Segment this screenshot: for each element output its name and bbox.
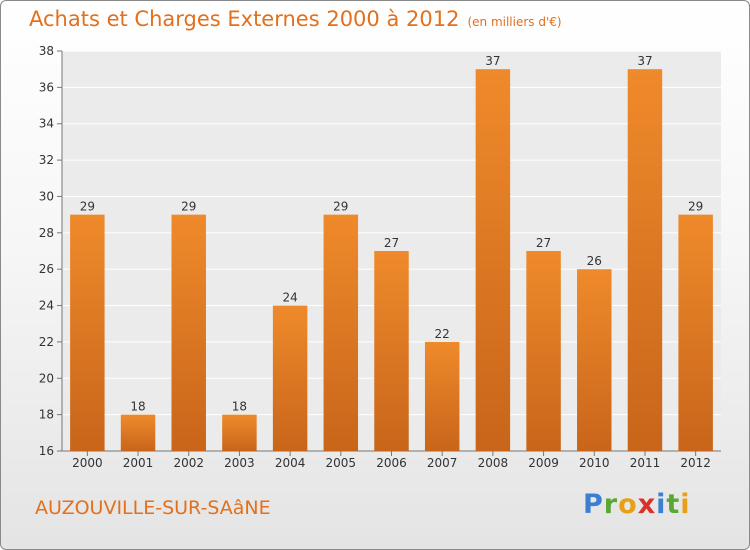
bar-value-label: 29 xyxy=(333,200,348,214)
logo-letter: i xyxy=(680,489,691,520)
x-tick-label: 2005 xyxy=(326,456,357,470)
y-tick-label: 24 xyxy=(39,299,54,313)
bar xyxy=(627,69,663,451)
y-tick-label: 34 xyxy=(39,117,54,131)
y-tick-label: 26 xyxy=(39,262,54,276)
bar-value-label: 29 xyxy=(181,200,196,214)
bar-value-label: 37 xyxy=(637,54,652,68)
chart-title-text: Achats et Charges Externes 2000 à 2012 xyxy=(29,7,460,31)
bar-value-label: 37 xyxy=(485,54,500,68)
x-tick-label: 2004 xyxy=(275,456,306,470)
bar xyxy=(70,214,105,451)
bar-value-label: 26 xyxy=(587,254,602,268)
y-tick-label: 30 xyxy=(39,189,54,203)
bar xyxy=(323,214,359,451)
chart-unit: (en milliers d'€) xyxy=(467,15,562,29)
bar-value-label: 29 xyxy=(80,200,95,214)
bar xyxy=(424,341,460,451)
x-tick-label: 2010 xyxy=(579,456,610,470)
commune-name: AUZOUVILLE-SUR-SAâNE xyxy=(35,497,271,519)
bar xyxy=(577,269,612,451)
bar-value-label: 29 xyxy=(688,200,703,214)
bar-value-label: 24 xyxy=(282,291,297,305)
bar xyxy=(272,305,308,451)
bar-value-label: 27 xyxy=(536,236,551,250)
x-tick-label: 2011 xyxy=(630,456,661,470)
logo-letter: x xyxy=(637,489,657,520)
x-tick-label: 2009 xyxy=(528,456,559,470)
bar-value-label: 27 xyxy=(384,236,399,250)
x-tick-label: 2000 xyxy=(72,456,103,470)
bar-value-label: 22 xyxy=(435,327,450,341)
chart-title: Achats et Charges Externes 2000 à 2012 (e… xyxy=(29,7,562,31)
x-tick-label: 2007 xyxy=(427,456,458,470)
bar xyxy=(374,251,409,451)
bar xyxy=(526,251,561,451)
x-tick-label: 2008 xyxy=(478,456,509,470)
logo-letter: r xyxy=(603,489,619,520)
bar xyxy=(222,414,257,451)
bar xyxy=(171,214,206,451)
x-tick-label: 2012 xyxy=(680,456,711,470)
y-tick-label: 28 xyxy=(39,226,54,240)
logo-letter: t xyxy=(666,489,681,520)
bar xyxy=(120,414,156,451)
logo-letter: P xyxy=(583,489,604,520)
x-tick-label: 2001 xyxy=(123,456,154,470)
proxiti-logo: Proxiti xyxy=(583,489,691,520)
y-tick-label: 36 xyxy=(39,80,54,94)
y-tick-label: 38 xyxy=(39,44,54,58)
x-tick-label: 2006 xyxy=(376,456,407,470)
logo-letter: i xyxy=(656,489,667,520)
bar-value-label: 18 xyxy=(232,400,247,414)
bar xyxy=(678,214,713,451)
bar-value-label: 18 xyxy=(130,400,145,414)
y-tick-label: 20 xyxy=(39,371,54,385)
y-tick-label: 22 xyxy=(39,335,54,349)
y-tick-label: 16 xyxy=(39,444,54,458)
y-tick-label: 32 xyxy=(39,153,54,167)
logo-letter: o xyxy=(618,489,638,520)
x-tick-label: 2003 xyxy=(224,456,255,470)
x-tick-label: 2002 xyxy=(173,456,204,470)
y-tick-label: 18 xyxy=(39,408,54,422)
bar xyxy=(475,69,511,451)
